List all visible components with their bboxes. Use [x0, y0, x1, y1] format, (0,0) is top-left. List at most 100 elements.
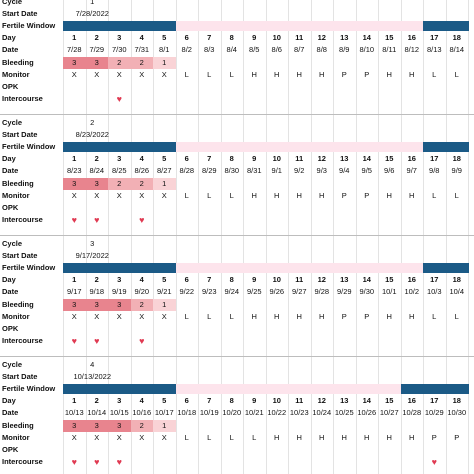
monitor-cell[interactable]: L [207, 190, 212, 200]
opk-cell[interactable] [63, 323, 86, 335]
opk-cell[interactable] [153, 202, 176, 214]
intercourse-cell[interactable]: ♥ [423, 456, 446, 468]
bleeding-cell[interactable] [198, 299, 221, 311]
monitor-cell[interactable]: P [364, 311, 370, 321]
date-cell[interactable]: 10/19 [199, 408, 219, 418]
monitor-cell[interactable]: L [184, 190, 189, 200]
intercourse-cell[interactable] [401, 214, 424, 226]
monitor-cell[interactable]: H [409, 311, 415, 321]
monitor-cell[interactable]: X [139, 190, 145, 200]
bleeding-cell[interactable]: 3 [85, 177, 108, 190]
intercourse-cell[interactable] [176, 93, 199, 105]
intercourse-cell[interactable] [131, 456, 154, 468]
opk-cell[interactable] [198, 444, 221, 456]
intercourse-cell[interactable]: ♥ [108, 93, 131, 105]
opk-cell[interactable] [221, 444, 244, 456]
date-cell[interactable]: 8/11 [382, 45, 397, 55]
intercourse-cell[interactable] [243, 214, 266, 226]
intercourse-cell[interactable] [446, 335, 469, 347]
date-cell[interactable]: 10/24 [312, 408, 332, 418]
intercourse-cell[interactable]: ♥ [63, 335, 86, 347]
date-cell[interactable]: 7/30 [111, 45, 127, 55]
intercourse-cell[interactable] [333, 456, 356, 468]
intercourse-cell[interactable] [378, 456, 401, 468]
monitor-cell[interactable]: P [431, 432, 437, 442]
monitor-cell[interactable]: L [184, 311, 189, 321]
bleeding-cell[interactable] [243, 299, 266, 311]
intercourse-cell[interactable] [243, 93, 266, 105]
bleeding-cell[interactable] [378, 57, 401, 69]
date-cell[interactable]: 10/21 [244, 408, 264, 418]
intercourse-cell[interactable] [288, 335, 311, 347]
bleeding-cell[interactable] [288, 299, 311, 311]
opk-cell[interactable] [356, 323, 379, 335]
date-cell[interactable]: 10/27 [379, 408, 399, 418]
monitor-cell[interactable]: H [274, 69, 280, 79]
date-cell[interactable]: 8/1 [159, 45, 170, 55]
bleeding-cell[interactable]: 1 [153, 56, 176, 69]
intercourse-cell[interactable] [446, 93, 469, 105]
monitor-cell[interactable]: H [319, 69, 325, 79]
intercourse-cell[interactable] [356, 93, 379, 105]
cycle-number[interactable]: 1 [90, 0, 95, 6]
monitor-cell[interactable]: X [139, 311, 145, 321]
opk-cell[interactable] [333, 81, 356, 93]
opk-cell[interactable] [198, 81, 221, 93]
monitor-cell[interactable]: H [251, 69, 257, 79]
date-cell[interactable]: 9/29 [336, 287, 352, 297]
bleeding-cell[interactable] [378, 299, 401, 311]
monitor-cell[interactable]: X [71, 311, 77, 321]
intercourse-cell[interactable] [446, 214, 469, 226]
monitor-cell[interactable]: P [341, 311, 347, 321]
intercourse-cell[interactable] [311, 93, 334, 105]
date-cell[interactable]: 9/8 [429, 166, 440, 176]
date-cell[interactable]: 8/23 [66, 166, 82, 176]
opk-cell[interactable] [176, 323, 199, 335]
date-cell[interactable]: 9/23 [201, 287, 217, 297]
date-cell[interactable]: 10/17 [154, 408, 174, 418]
intercourse-cell[interactable]: ♥ [131, 214, 154, 226]
opk-cell[interactable] [131, 444, 154, 456]
monitor-cell[interactable]: H [274, 311, 280, 321]
intercourse-cell[interactable] [243, 335, 266, 347]
monitor-cell[interactable]: X [71, 69, 77, 79]
date-cell[interactable]: 10/23 [289, 408, 309, 418]
opk-cell[interactable] [198, 202, 221, 214]
bleeding-cell[interactable]: 3 [85, 298, 108, 311]
date-cell[interactable]: 10/2 [404, 287, 420, 297]
date-cell[interactable]: 9/26 [269, 287, 285, 297]
date-cell[interactable]: 10/22 [267, 408, 287, 418]
opk-cell[interactable] [423, 81, 446, 93]
monitor-cell[interactable]: L [229, 311, 234, 321]
opk-cell[interactable] [86, 444, 109, 456]
bleeding-cell[interactable] [243, 420, 266, 432]
bleeding-cell[interactable] [198, 57, 221, 69]
opk-cell[interactable] [176, 444, 199, 456]
bleeding-cell[interactable] [176, 299, 199, 311]
date-cell[interactable]: 8/31 [246, 166, 262, 176]
bleeding-cell[interactable] [176, 420, 199, 432]
date-cell[interactable]: 10/28 [402, 408, 422, 418]
bleeding-cell[interactable] [221, 57, 244, 69]
date-cell[interactable]: 9/27 [291, 287, 307, 297]
intercourse-cell[interactable]: ♥ [63, 214, 86, 226]
monitor-cell[interactable]: L [454, 311, 459, 321]
bleeding-cell[interactable] [266, 178, 289, 190]
bleeding-cell[interactable] [243, 57, 266, 69]
monitor-cell[interactable]: H [296, 190, 302, 200]
intercourse-cell[interactable] [176, 214, 199, 226]
date-cell[interactable]: 9/24 [224, 287, 240, 297]
opk-cell[interactable] [108, 202, 131, 214]
date-cell[interactable]: 8/6 [271, 45, 282, 55]
opk-cell[interactable] [198, 323, 221, 335]
monitor-cell[interactable]: H [386, 311, 392, 321]
monitor-cell[interactable]: H [274, 190, 280, 200]
date-cell[interactable]: 9/19 [111, 287, 127, 297]
bleeding-cell[interactable]: 3 [63, 56, 86, 69]
intercourse-cell[interactable]: ♥ [131, 335, 154, 347]
date-cell[interactable]: 8/26 [134, 166, 150, 176]
bleeding-cell[interactable] [221, 420, 244, 432]
date-cell[interactable]: 9/7 [406, 166, 417, 176]
monitor-cell[interactable]: X [161, 190, 167, 200]
opk-cell[interactable] [288, 323, 311, 335]
